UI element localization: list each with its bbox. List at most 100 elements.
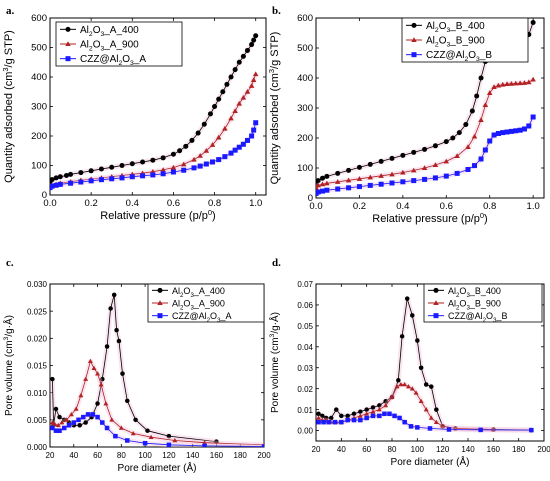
data-point-czz-al2o3-a (236, 144, 242, 150)
y-tick-label: 0.015 (27, 362, 48, 371)
data-point-al2o3-a-900 (180, 161, 187, 167)
data-point-al2o3-a-900 (170, 164, 177, 170)
data-point-al2o3-b-400 (339, 413, 344, 419)
x-tick-label: 80 (117, 451, 126, 460)
data-point-al2o3-a-900 (73, 406, 79, 411)
data-point-al2o3-a-400 (78, 170, 84, 176)
data-point-czz-al2o3-b (411, 178, 417, 184)
x-tick-label: 0.8 (483, 201, 496, 212)
data-point-al2o3-a-400 (100, 376, 105, 382)
data-point-czz-al2o3-b (432, 175, 438, 181)
data-point-czz-al2o3-a (202, 443, 207, 447)
data-point-al2o3-a-400 (119, 163, 125, 168)
data-point-al2o3-a-400 (201, 121, 207, 127)
data-point-al2o3-a-900 (215, 134, 222, 140)
data-point-czz-al2o3-b (530, 114, 536, 120)
y-tick-label: 0 (42, 190, 47, 201)
data-point-al2o3-b-900 (316, 415, 322, 420)
y-tick-label: 0.07 (297, 280, 313, 289)
data-point-czz-al2o3-b (400, 179, 406, 185)
data-point-al2o3-a-400 (216, 96, 222, 102)
legend-label-czz-al2o3-b: CZZ@Al2O3_B (426, 50, 492, 63)
data-point-czz-al2o3-a (150, 172, 156, 178)
data-point-al2o3-b-400 (415, 338, 420, 343)
data-point-czz-al2o3-a (244, 137, 250, 143)
data-point-czz-al2o3-b (482, 147, 488, 153)
data-point-al2o3-b-400 (432, 143, 438, 149)
data-point-al2o3-a-400 (53, 406, 59, 412)
data-point-al2o3-a-900 (240, 94, 247, 100)
data-point-al2o3-a-400 (224, 81, 230, 87)
data-point-al2o3-b-900 (508, 81, 515, 86)
data-point-al2o3-a-400 (57, 414, 62, 420)
data-point-czz-al2o3-a (228, 150, 234, 156)
data-point-al2o3-b-400 (328, 415, 334, 421)
legend-marker-al2o3-a-400 (65, 26, 71, 32)
legend-marker-czz-al2o3-a (157, 313, 163, 319)
data-point-al2o3-a-400 (50, 376, 55, 382)
data-point-al2o3-a-400 (251, 37, 257, 43)
legend-label-al2o3-b-400: Al2O3_B_400 (426, 21, 485, 34)
data-point-czz-al2o3-a (249, 133, 255, 139)
data-point-al2o3-b-900 (478, 117, 484, 123)
legend-label-czz-al2o3-a: CZZ@Al2O3_A (172, 311, 231, 324)
data-point-czz-al2o3-b (316, 189, 321, 195)
x-axis-title: Relative pressure (p/p0) (372, 211, 487, 225)
data-point-al2o3-a-400 (68, 171, 74, 177)
y-tick-label: 600 (31, 13, 47, 24)
data-point-al2o3-a-900 (209, 142, 216, 147)
data-point-al2o3-b-400 (418, 365, 424, 370)
data-point-czz-al2o3-b (346, 185, 352, 191)
data-point-czz-al2o3-b (465, 167, 471, 172)
y-tick-label: 0.06 (297, 301, 313, 310)
data-point-czz-al2o3-a (68, 180, 74, 186)
data-point-czz-al2o3-a (66, 423, 72, 428)
data-point-al2o3-b-400 (456, 130, 462, 136)
legend-label-al2o3-b-400: Al2O3_B_400 (448, 286, 501, 299)
data-point-czz-al2o3-a (62, 425, 67, 431)
legend-marker-al2o3-b-400 (411, 22, 417, 28)
data-point-al2o3-b-900 (410, 167, 417, 173)
data-point-czz-al2o3-b (408, 424, 414, 429)
data-point-al2o3-a-400 (133, 417, 138, 423)
data-point-al2o3-b-400 (410, 313, 415, 318)
data-point-czz-al2o3-b (397, 415, 402, 421)
y-tick-label: 0.010 (27, 389, 48, 398)
data-point-al2o3-a-900 (59, 420, 65, 425)
data-point-al2o3-a-400 (83, 420, 88, 425)
data-point-al2o3-b-900 (413, 390, 419, 395)
data-point-czz-al2o3-b (378, 181, 384, 187)
data-point-al2o3-b-900 (504, 81, 510, 87)
data-point-czz-al2o3-a (181, 167, 187, 173)
data-point-czz-al2o3-b (358, 417, 363, 423)
data-point-al2o3-b-900 (433, 419, 439, 424)
legend-marker-al2o3-a-900 (157, 300, 163, 306)
data-point-czz-al2o3-b (526, 123, 532, 129)
data-point-al2o3-b-400 (364, 407, 369, 412)
data-point-al2o3-a-900 (95, 371, 101, 376)
data-point-czz-al2o3-b (504, 129, 510, 135)
data-point-al2o3-b-400 (335, 170, 341, 176)
data-point-czz-al2o3-a (98, 177, 104, 183)
data-point-al2o3-b-400 (429, 384, 434, 389)
panel-letter-d: d. (272, 257, 281, 269)
data-point-al2o3-a-900 (55, 422, 61, 428)
y-tick-label: 300 (31, 102, 47, 113)
x-tick-label: 80 (388, 445, 397, 454)
data-point-al2o3-b-400 (423, 382, 429, 387)
data-point-al2o3-b-900 (394, 384, 400, 389)
chart-panel-b: 0.0 0.2 0.4 0.6 0.8 1.0 0 100 200 300 400 500 600 Rel… (267, 13, 545, 225)
x-tick-label: 180 (234, 451, 248, 460)
data-point-al2o3-a-900 (160, 167, 166, 172)
data-point-al2o3-b-400 (345, 413, 350, 419)
x-tick-label: 60 (362, 445, 371, 454)
data-point-al2o3-b-900 (367, 174, 374, 180)
data-point-al2o3-a-900 (172, 438, 178, 443)
data-point-al2o3-a-900 (109, 417, 115, 422)
data-point-al2o3-a-900 (118, 425, 124, 430)
data-point-czz-al2o3-b (382, 411, 387, 417)
data-point-al2o3-a-900 (50, 420, 55, 425)
data-point-al2o3-a-400 (111, 292, 117, 298)
data-point-czz-al2o3-b (443, 173, 449, 179)
